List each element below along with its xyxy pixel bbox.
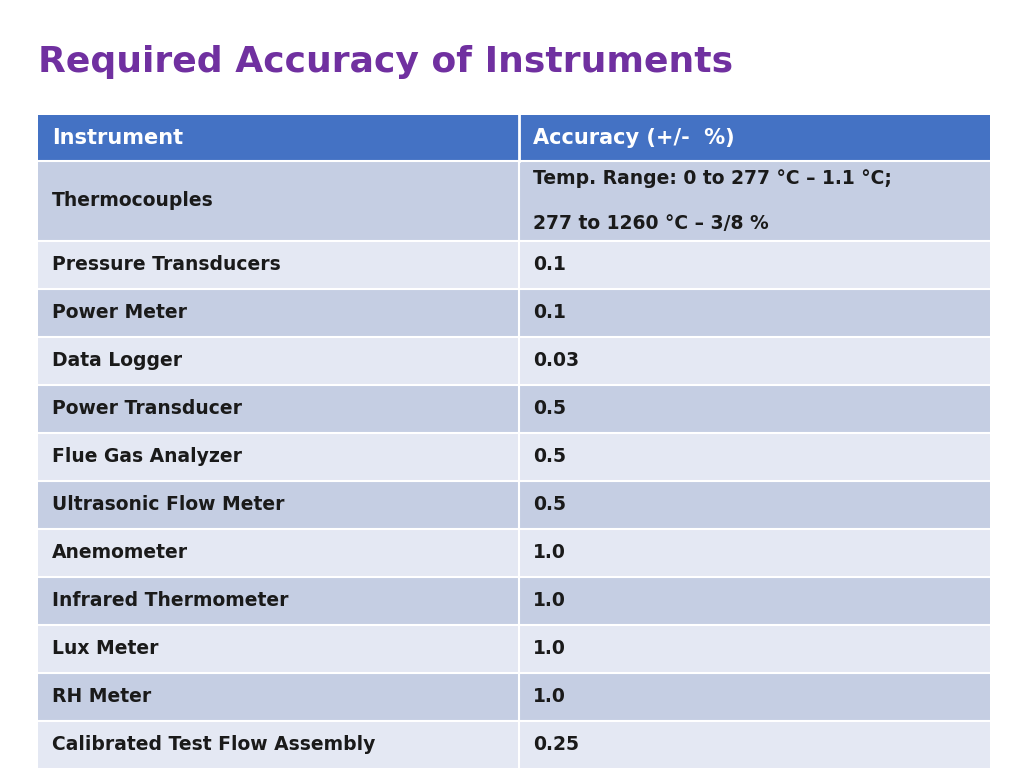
Bar — [38, 673, 990, 721]
Text: 1.0: 1.0 — [532, 591, 565, 611]
Text: 277 to 1260 °C – 3/8 %: 277 to 1260 °C – 3/8 % — [532, 214, 768, 233]
Text: 0.1: 0.1 — [532, 256, 565, 274]
Text: 0.1: 0.1 — [532, 303, 565, 323]
Bar — [38, 385, 990, 433]
Text: 0.5: 0.5 — [532, 495, 565, 515]
Text: Lux Meter: Lux Meter — [52, 640, 159, 658]
Bar — [38, 481, 990, 529]
Bar — [38, 337, 990, 385]
Text: 0.25: 0.25 — [532, 736, 579, 754]
Text: Accuracy (+/-  %): Accuracy (+/- %) — [532, 128, 734, 148]
Text: 0.5: 0.5 — [532, 399, 565, 419]
Bar — [38, 433, 990, 481]
Bar — [38, 115, 990, 161]
Text: Required Accuracy of Instruments: Required Accuracy of Instruments — [38, 45, 733, 79]
Text: 0.03: 0.03 — [532, 352, 579, 370]
Text: Ultrasonic Flow Meter: Ultrasonic Flow Meter — [52, 495, 285, 515]
Bar — [38, 161, 990, 241]
Text: Anemometer: Anemometer — [52, 544, 188, 562]
Bar — [38, 721, 990, 768]
Text: Infrared Thermometer: Infrared Thermometer — [52, 591, 289, 611]
Text: Data Logger: Data Logger — [52, 352, 182, 370]
Text: Thermocouples: Thermocouples — [52, 191, 214, 210]
Text: Calibrated Test Flow Assembly: Calibrated Test Flow Assembly — [52, 736, 376, 754]
Text: Power Transducer: Power Transducer — [52, 399, 242, 419]
Bar — [38, 625, 990, 673]
Text: 1.0: 1.0 — [532, 687, 565, 707]
Text: Power Meter: Power Meter — [52, 303, 187, 323]
Text: Instrument: Instrument — [52, 128, 183, 148]
Bar — [38, 241, 990, 289]
Bar — [38, 529, 990, 577]
Text: 1.0: 1.0 — [532, 640, 565, 658]
Text: Temp. Range: 0 to 277 °C – 1.1 °C;: Temp. Range: 0 to 277 °C – 1.1 °C; — [532, 169, 892, 188]
Bar — [38, 577, 990, 625]
Text: Flue Gas Analyzer: Flue Gas Analyzer — [52, 448, 242, 466]
Text: 0.5: 0.5 — [532, 448, 565, 466]
Bar — [38, 289, 990, 337]
Text: 1.0: 1.0 — [532, 544, 565, 562]
Text: RH Meter: RH Meter — [52, 687, 152, 707]
Text: Pressure Transducers: Pressure Transducers — [52, 256, 281, 274]
